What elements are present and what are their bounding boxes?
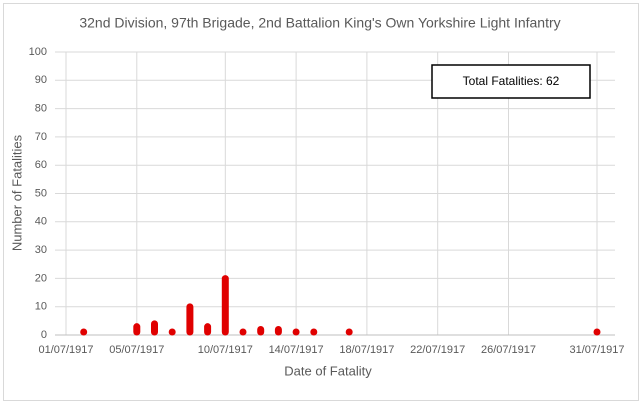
chart-title: 32nd Division, 97th Brigade, 2nd Battali… xyxy=(79,15,560,31)
y-tick-label: 20 xyxy=(35,272,47,284)
x-tick-label: 22/07/1917 xyxy=(410,344,465,356)
y-tick-label: 0 xyxy=(41,329,47,341)
y-tick-label: 70 xyxy=(35,131,47,143)
y-tick-label: 10 xyxy=(35,301,47,313)
x-tick-label: 05/07/1917 xyxy=(109,344,164,356)
annotation: Total Fatalities: 62 xyxy=(463,74,560,88)
y-axis-label: Number of Fatalities xyxy=(9,134,24,251)
x-tick-label: 18/07/1917 xyxy=(339,344,394,356)
x-tick-label: 31/07/1917 xyxy=(569,344,624,356)
y-tick-label: 100 xyxy=(29,46,47,58)
chart-border xyxy=(3,3,639,401)
y-tick-label: 80 xyxy=(35,103,47,115)
y-tick-label: 50 xyxy=(35,187,47,199)
y-tick-label: 30 xyxy=(35,244,47,256)
x-tick-label: 14/07/1917 xyxy=(269,344,324,356)
plot-area: 0 10 20 30 40 50 60 70 80 90 100 01/07/1917 05/07/19… xyxy=(29,46,625,356)
x-tick-label: 26/07/1917 xyxy=(481,344,536,356)
y-tick-label: 40 xyxy=(35,216,47,228)
y-tick-label: 90 xyxy=(35,74,47,86)
annotation-box xyxy=(431,64,591,99)
x-tick-label: 01/07/1917 xyxy=(38,344,93,356)
x-tick-label: 10/07/1917 xyxy=(198,344,253,356)
x-axis-label: Date of Fatality xyxy=(284,363,372,378)
y-tick-label: 60 xyxy=(35,159,47,171)
